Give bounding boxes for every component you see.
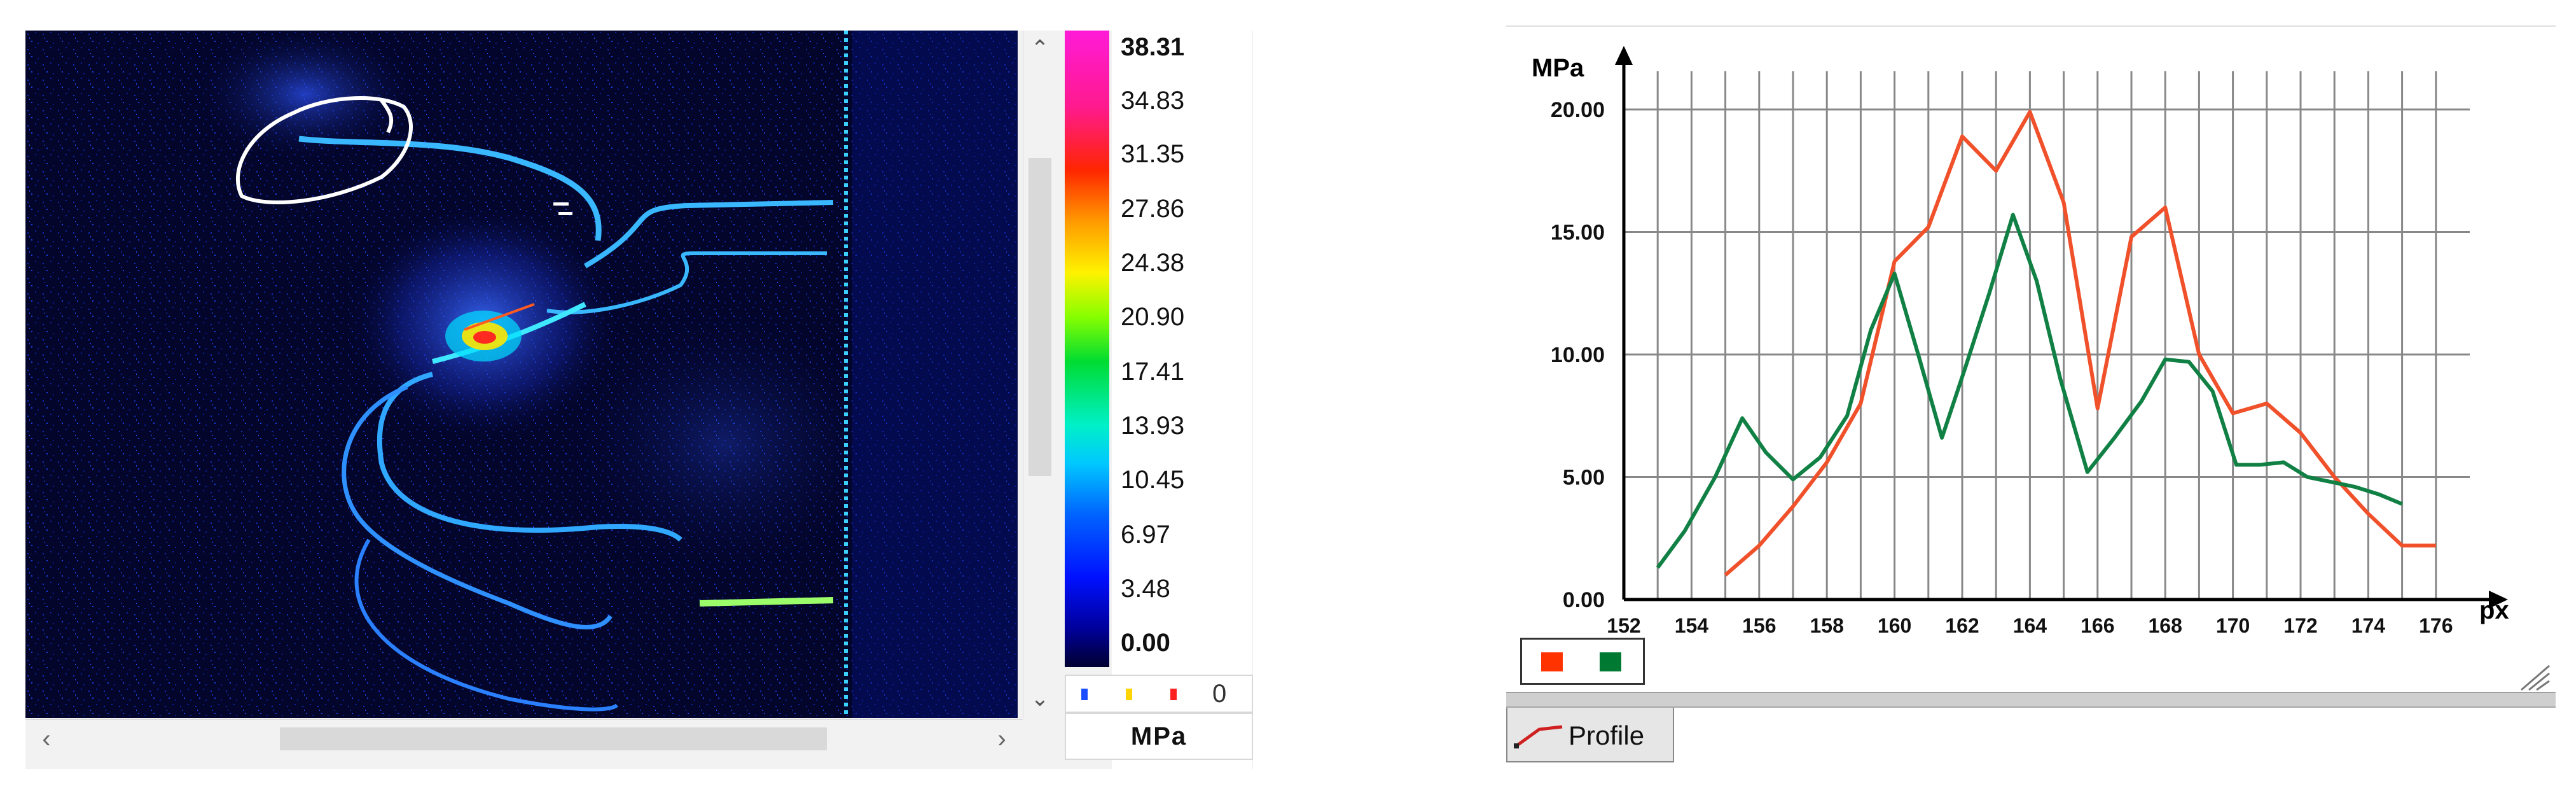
- series-legend: [1520, 638, 1645, 685]
- chevron-right-icon[interactable]: ›: [997, 725, 1006, 753]
- yellow-marker-icon: [1126, 689, 1132, 700]
- y-tick-label: 5.00: [1563, 466, 1605, 490]
- stress-field-render: [25, 31, 1018, 718]
- chart-grid: [1624, 71, 2470, 600]
- y-tick-label: 0.00: [1563, 588, 1605, 612]
- tab-profile-label: Profile: [1568, 720, 1645, 750]
- scale-tick: 34.83: [1121, 87, 1185, 115]
- x-tick-label: 160: [1878, 614, 1911, 637]
- x-tick-label: 174: [2351, 614, 2386, 637]
- x-tick-label: 154: [1675, 614, 1709, 637]
- window-bottom-bar: [1506, 692, 2556, 707]
- scale-tick: 27.86: [1121, 195, 1185, 223]
- chevron-left-icon[interactable]: ‹: [42, 725, 51, 753]
- scale-tick: 31.35: [1121, 140, 1185, 168]
- y-axis-arrow-icon: [1615, 46, 1633, 65]
- photoelastic-stress-image[interactable]: [25, 31, 1018, 718]
- marker-legend: 0: [1065, 675, 1253, 713]
- red-marker-icon: [1170, 689, 1177, 700]
- x-axis-arrow-icon: [2489, 591, 2508, 608]
- x-tick-label: 172: [2283, 614, 2317, 637]
- tab-strip: Profile: [1506, 706, 2556, 765]
- chevron-up-icon[interactable]: ⌃: [1030, 36, 1049, 60]
- scale-tick: 24.38: [1121, 249, 1185, 277]
- series-2-line: [1656, 213, 2403, 569]
- scale-tick: 13.93: [1121, 412, 1185, 440]
- resize-grip-icon[interactable]: [2519, 663, 2551, 691]
- scale-tick: 3.48: [1121, 575, 1170, 603]
- scale-tick: 10.45: [1121, 466, 1185, 494]
- scale-tick: 17.41: [1121, 358, 1185, 386]
- profile-window: 152 154 156 158 160 162 164 166 168 170 172 174 176 …: [1506, 25, 2556, 778]
- series-1-line: [1724, 109, 2436, 577]
- x-tick-label: 170: [2216, 614, 2250, 637]
- series-2-swatch: [1600, 652, 1621, 671]
- y-tick-label: 10.00: [1551, 343, 1605, 367]
- scale-tick: 38.31: [1121, 33, 1185, 61]
- x-tick-label: 156: [1742, 614, 1776, 637]
- y-tick-labels: 0.00 5.00 10.00 15.00 20.00: [1551, 98, 1605, 612]
- y-tick-label: 15.00: [1551, 221, 1605, 245]
- chevron-down-icon[interactable]: ⌄: [1030, 687, 1049, 711]
- stress-image-viewer: ⌃ ⌄ ‹ › 38.31 34.83 31.35 27.86 24.38 20…: [25, 31, 1253, 769]
- chart-axes: [1615, 46, 2508, 608]
- vertical-scroll-thumb[interactable]: [1028, 158, 1051, 476]
- y-axis-label: MPa: [1532, 54, 1584, 82]
- x-tick-label: 168: [2149, 614, 2182, 637]
- x-tick-labels: 152 154 156 158 160 162 164 166 168 170 172 174 176: [1607, 614, 2453, 637]
- unit-label: MPa: [1065, 713, 1253, 760]
- x-tick-label: 158: [1810, 614, 1844, 637]
- blue-marker-icon: [1081, 689, 1088, 700]
- profile-chart: 152 154 156 158 160 162 164 166 168 170 172 174 176 …: [1532, 46, 2509, 637]
- horizontal-scrollbar[interactable]: ‹ ›: [25, 719, 1023, 758]
- vertical-scrollbar[interactable]: ⌃ ⌄: [1023, 31, 1056, 718]
- color-scale-labels: 38.31 34.83 31.35 27.86 24.38 20.90 17.4…: [1112, 31, 1252, 769]
- x-tick-label: 166: [2081, 614, 2114, 637]
- chart-series: [1656, 109, 2436, 577]
- x-tick-label: 152: [1607, 614, 1640, 637]
- x-tick-label: 176: [2419, 614, 2453, 637]
- x-tick-label: 162: [1945, 614, 1979, 637]
- scale-tick: 6.97: [1121, 521, 1170, 549]
- scale-tick: 0.00: [1121, 629, 1170, 657]
- scale-tick: 20.90: [1121, 303, 1185, 331]
- profile-line-icon: [1514, 725, 1563, 748]
- y-tick-label: 20.00: [1551, 98, 1605, 122]
- x-tick-label: 164: [2013, 614, 2047, 637]
- series-1-swatch: [1541, 652, 1563, 671]
- x-axis-label: px: [2479, 596, 2509, 624]
- horizontal-scroll-thumb[interactable]: [280, 727, 827, 750]
- tab-profile[interactable]: Profile: [1506, 708, 1674, 762]
- marker-value: 0: [1212, 680, 1227, 708]
- color-scale-bar: [1065, 31, 1109, 667]
